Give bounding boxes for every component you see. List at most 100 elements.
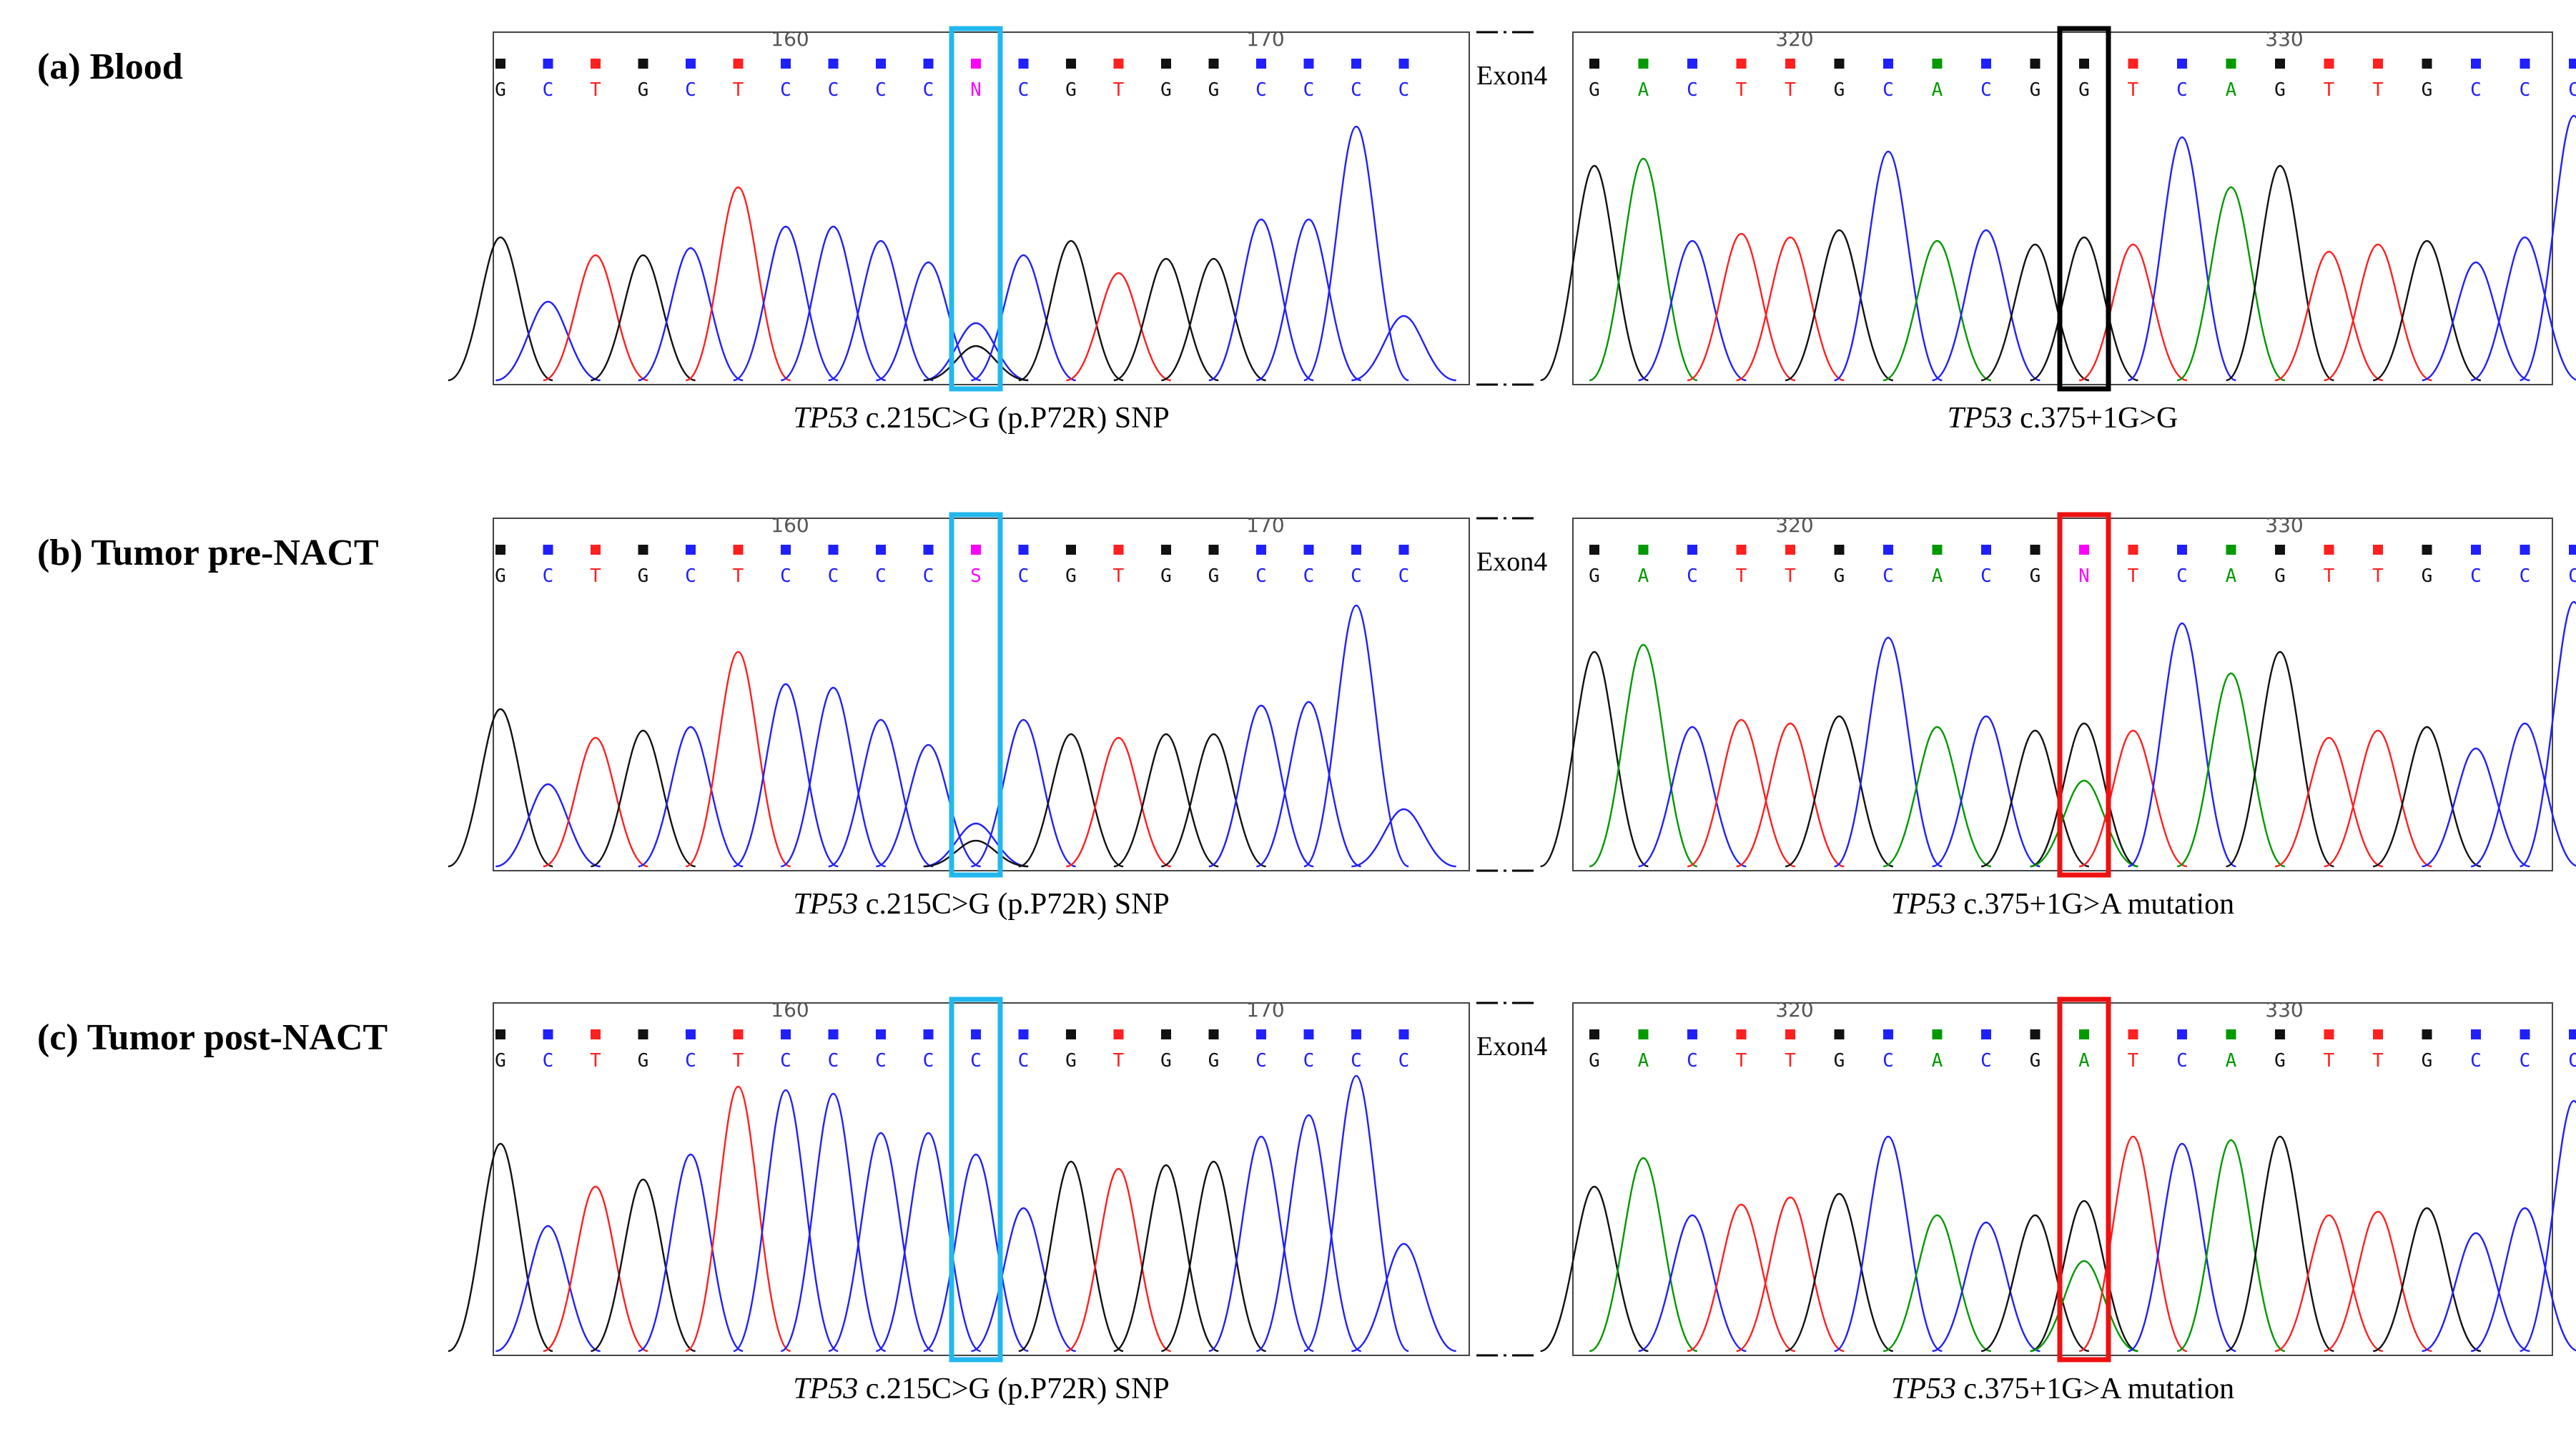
gene-name: TP53 [1891, 888, 1956, 921]
trace-peak [2030, 722, 2138, 868]
base-call: C [1687, 79, 1698, 101]
right-chromatogram-panel: G A C T T G C A C G N T C A G T T G C C C 320 330 TP53 c.375+1G… [1476, 512, 2576, 921]
base-call: A [1638, 1050, 1649, 1072]
position-tick-label: 160 [771, 513, 809, 537]
base-call: G [1065, 79, 1077, 101]
base-call: T [1113, 1050, 1125, 1072]
base-call: G [1160, 565, 1172, 587]
base-call: G [2078, 79, 2090, 101]
base-call: G [2422, 1050, 2433, 1072]
base-call: C [923, 79, 934, 101]
trace-peak [2422, 747, 2530, 868]
trace-peak [1589, 1157, 1698, 1353]
trace-peak [2128, 622, 2236, 868]
base-call: A [1932, 79, 1943, 101]
mutation-highlight-box [2057, 512, 2111, 878]
trace-peak-secondary [923, 345, 1029, 382]
trace-peak [1882, 1214, 1992, 1353]
base-quality-square [923, 545, 934, 555]
base-call: T [2128, 79, 2139, 101]
trace-peak [1785, 715, 1894, 868]
gene-name: TP53 [1891, 1373, 1956, 1405]
trace-peak [780, 1092, 887, 1353]
base-call: A [1932, 565, 1943, 587]
base-call: C [875, 565, 887, 587]
base-quality-square [1687, 59, 1697, 69]
base-quality-square [1256, 1029, 1266, 1039]
panel-frame [1572, 1002, 2553, 1356]
base-call: T [1113, 565, 1125, 587]
trace-peak [781, 225, 886, 382]
base-quality-square [1208, 1029, 1219, 1039]
trace-peak [876, 743, 981, 868]
base-call: T [1736, 565, 1747, 587]
trace-peak [1834, 636, 1943, 868]
base-call: G [1065, 1050, 1077, 1072]
snp-highlight-box [949, 26, 1003, 392]
base-quality-square [2324, 59, 2334, 69]
base-call: C [923, 1050, 934, 1072]
base-call: A [1638, 79, 1649, 101]
base-quality-square [2030, 1029, 2040, 1039]
base-call: T [2128, 565, 2139, 587]
base-call: G [638, 565, 649, 587]
base-call: G [638, 1050, 649, 1072]
base-quality-square [638, 59, 648, 69]
base-quality-square [1981, 59, 1991, 69]
trace-peak [2030, 1200, 2138, 1353]
base-quality-square [2079, 59, 2089, 69]
trace-peak [1018, 239, 1124, 382]
base-quality-square [1785, 59, 1795, 69]
position-tick-label: 320 [1775, 513, 1813, 537]
base-call: G [2274, 1050, 2286, 1072]
trace-peak [448, 708, 553, 868]
base-call: G [1834, 1050, 1845, 1072]
base-call: T [590, 565, 601, 587]
trace-peak [1351, 1242, 1456, 1353]
base-call: C [1398, 1050, 1410, 1072]
trace-peak [1113, 257, 1219, 382]
trace-peak [1208, 1135, 1314, 1353]
base-quality-square [2422, 59, 2432, 69]
trace-peak [1736, 236, 1845, 382]
base-call: A [2226, 1050, 2237, 1072]
base-quality-square [1687, 545, 1697, 555]
base-quality-square [1066, 59, 1076, 69]
base-quality-square [638, 1029, 648, 1039]
trace-peak [1932, 1221, 2040, 1353]
base-call: T [733, 565, 744, 587]
base-call: C [1351, 79, 1362, 101]
trace-peak [1589, 643, 1698, 868]
base-quality-square [1736, 545, 1747, 555]
base-quality-square [638, 545, 648, 555]
base-call: T [2372, 79, 2384, 101]
variant-notation: c.215C>G (p.P72R) SNP [858, 888, 1170, 921]
base-quality-square [1638, 545, 1649, 555]
trace-peak [1256, 701, 1361, 868]
base-call: C [2470, 1050, 2482, 1072]
trace-peak [1113, 733, 1219, 868]
variant-caption: TP53 c.215C>G (p.P72R) SNP [793, 402, 1170, 435]
base-quality-square [2030, 545, 2040, 555]
trace-peak [2128, 1142, 2236, 1353]
trace-peak [1687, 232, 1796, 382]
trace-peak [923, 822, 1029, 868]
base-quality-square [1256, 59, 1266, 69]
base-quality-square [1113, 545, 1124, 555]
base-call: T [733, 1050, 744, 1072]
base-call: A [1638, 565, 1649, 587]
base-quality-square [2128, 1029, 2138, 1039]
trace-peak [2324, 729, 2432, 868]
base-call: T [2324, 1050, 2335, 1072]
base-call: C [1018, 79, 1030, 101]
base-call: C [1980, 1050, 1992, 1072]
base-quality-square [1932, 59, 1943, 69]
trace-peak [1589, 157, 1698, 382]
base-call: C [2568, 565, 2576, 587]
base-quality-square [1398, 545, 1409, 555]
position-tick-label: 160 [771, 998, 809, 1022]
base-quality-square [2275, 59, 2285, 69]
base-quality-square [1589, 1029, 1599, 1039]
base-call: C [780, 79, 791, 101]
